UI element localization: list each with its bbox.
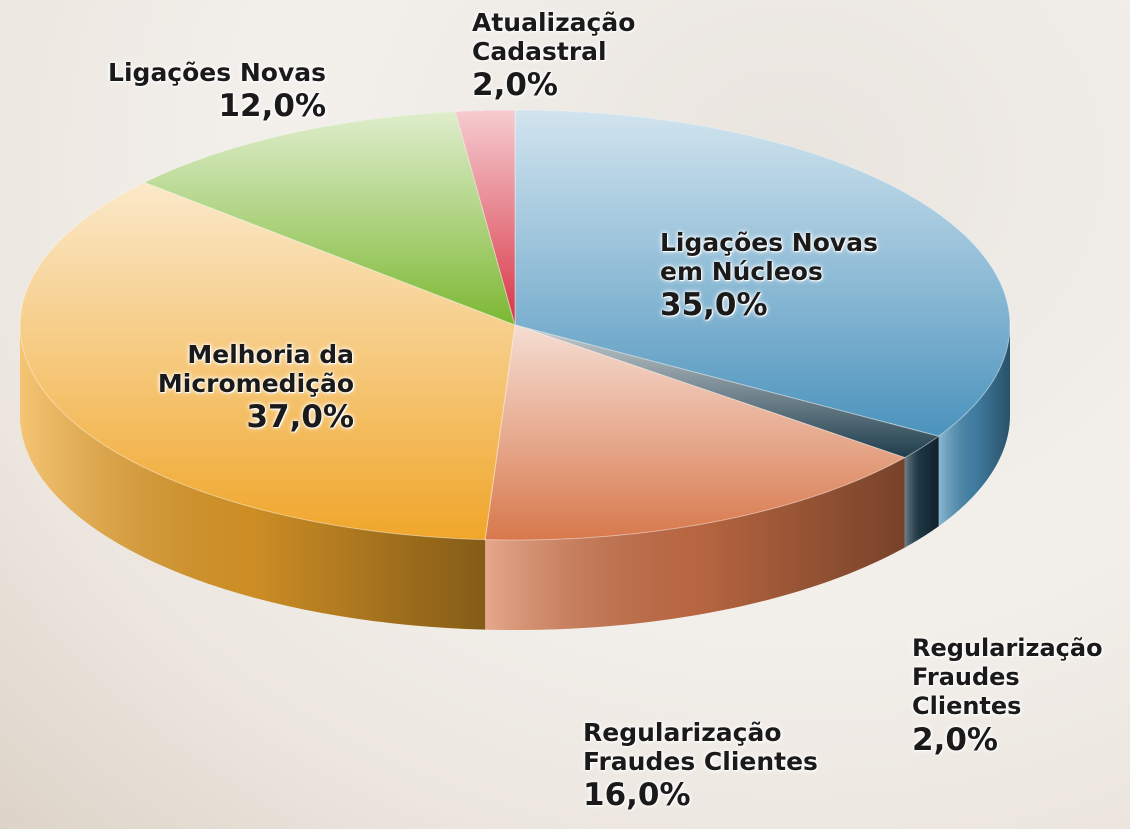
slice-sheen [485,325,905,540]
slice-label: Atualização Cadastral 2,0% [472,8,636,103]
slice-sheen [515,110,1010,437]
slice-sheen [515,325,939,458]
slice-side-shade [485,457,905,630]
slice-sheen [144,111,515,325]
slice-side-shade [938,325,1010,527]
slice-label: Ligações Novas 12,0% [108,58,326,124]
slice-side-shade [904,436,939,548]
slice-label: Melhoria da Micromedição 37,0% [157,340,354,435]
slice-label: Ligações Novas em Núcleos 35,0% [660,228,878,323]
slice-sheen [20,182,516,540]
slice-side-shade [20,325,486,630]
slice-sheen [455,110,515,325]
slice-label: Regularização Fraudes Clientes 16,0% [583,718,818,813]
slice-label: Regularização Fraudes Clientes 2,0% [912,634,1103,758]
